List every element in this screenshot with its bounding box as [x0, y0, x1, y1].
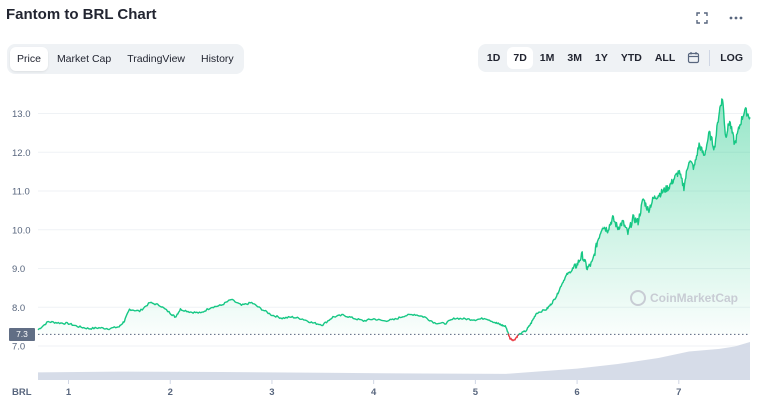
chart-type-tabs: Price Market Cap TradingView History: [7, 44, 244, 74]
x-tick-label: 4: [371, 387, 377, 398]
tab-market-cap[interactable]: Market Cap: [56, 53, 112, 65]
volume-shape: [38, 342, 750, 380]
price-line-up: [517, 98, 751, 336]
watermark-text: CoinMarketCap: [650, 291, 739, 305]
y-tick-label: 11.0: [12, 187, 30, 198]
log-toggle[interactable]: LOG: [720, 52, 743, 64]
page-title: Fantom to BRL Chart: [6, 6, 157, 23]
y-tick-label: 9.0: [12, 264, 25, 275]
price-line-up: [37, 298, 510, 337]
range-all[interactable]: ALL: [654, 52, 676, 64]
range-ytd[interactable]: YTD: [620, 52, 642, 64]
y-tick-label: 12.0: [12, 148, 31, 159]
volume-area: [38, 342, 750, 380]
y-tick-label: 10.0: [12, 225, 31, 236]
x-tick-label: 3: [269, 387, 274, 398]
time-range-selector: 1D 7D 1M 3M 1Y YTD ALL LOG: [477, 44, 752, 72]
x-tick-label: 5: [473, 387, 479, 398]
top-actions: [694, 10, 744, 26]
fullscreen-icon[interactable]: [694, 10, 710, 26]
calendar-icon: [688, 52, 700, 64]
range-1m[interactable]: 1M: [539, 52, 555, 64]
range-3m[interactable]: 3M: [567, 52, 582, 64]
x-tick-label: 2: [168, 387, 173, 398]
price-series: [37, 98, 751, 342]
tab-tradingview[interactable]: TradingView: [127, 53, 185, 65]
watermark: CoinMarketCap: [630, 290, 738, 306]
x-tick-label: 6: [574, 387, 579, 398]
y-tick-label: 13.0: [12, 109, 31, 120]
range-divider: [709, 50, 711, 66]
current-price-badge: 7.3: [9, 327, 35, 341]
more-options-icon[interactable]: [728, 10, 744, 26]
currency-label: BRL: [12, 387, 32, 398]
price-line-down: [507, 333, 520, 342]
y-axis: 13.0 12.0 11.0 10.0 9.0 8.0 7.0: [12, 109, 31, 353]
y-tick-label: 7.0: [12, 342, 25, 353]
calendar-button[interactable]: [682, 47, 705, 69]
y-tick-label: 8.0: [12, 303, 25, 314]
range-7d[interactable]: 7D: [507, 47, 533, 69]
x-tick-label: 7: [676, 387, 681, 398]
price-fill: [38, 98, 750, 335]
x-tick-label: 1: [66, 387, 72, 398]
tab-history[interactable]: History: [201, 53, 234, 65]
range-1y[interactable]: 1Y: [594, 52, 608, 64]
price-chart[interactable]: 13.0 12.0 11.0 10.0 9.0 8.0 7.0 BRL 1 2 3 4 5 6 7: [0, 80, 758, 405]
tab-price[interactable]: Price: [10, 47, 48, 71]
coinmarketcap-logo-icon: [630, 290, 646, 306]
x-axis: BRL 1 2 3 4 5 6 7: [12, 380, 681, 398]
range-1d[interactable]: 1D: [486, 52, 501, 64]
